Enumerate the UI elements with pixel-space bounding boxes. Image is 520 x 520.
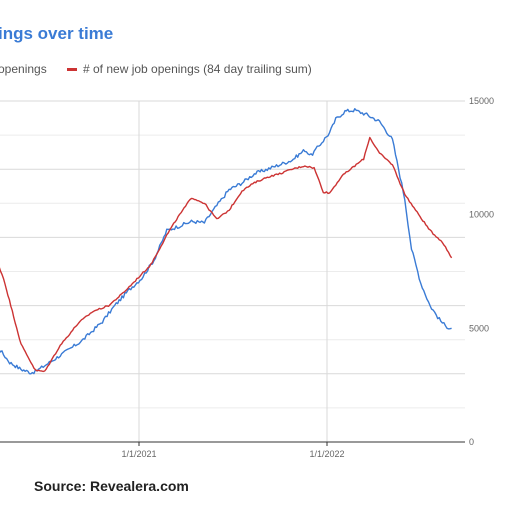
y-tick-label: 0 [469, 437, 474, 447]
legend-label-trailing-sum: # of new job openings (84 day trailing s… [83, 62, 312, 76]
x-tick-label: 1/1/2021 [121, 449, 156, 459]
line-chart: 1/1/2021 1/1/2022 0 5000 10000 15000 [0, 96, 494, 459]
legend-item-openings[interactable]: openings [0, 62, 47, 76]
source-credit: Source: Revealera.com [34, 478, 189, 494]
series-line-openings [0, 108, 452, 375]
y-tick-label: 5000 [469, 323, 489, 333]
legend-swatch-trailing-sum [67, 67, 77, 71]
y-tick-label: 10000 [469, 210, 494, 220]
series-line-trailing-sum [0, 136, 453, 373]
y-tick-label: 15000 [469, 96, 494, 106]
legend-label-openings: openings [0, 62, 47, 76]
legend-item-trailing-sum[interactable]: # of new job openings (84 day trailing s… [67, 62, 312, 76]
chart-title: ings over time [0, 24, 114, 43]
x-tick-label: 1/1/2022 [309, 449, 344, 459]
